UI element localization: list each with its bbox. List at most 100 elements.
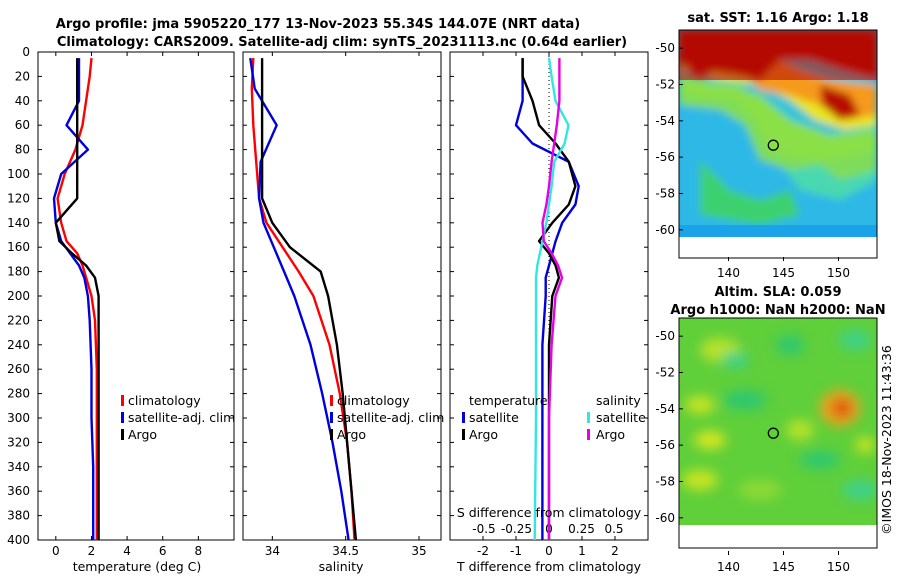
depth-tick-label: 240: [7, 338, 30, 352]
legend-label: Argo: [469, 427, 498, 442]
legend-swatch-sal-satellite: [587, 412, 590, 423]
sla-map-title-line1: Altim. SLA: 0.059: [715, 285, 842, 300]
legend-header-temperature: temperature: [469, 393, 548, 408]
series-line-temperature-satellite: [514, 58, 580, 540]
difference-s-label: S difference from climatology: [457, 505, 642, 520]
difference-series: [514, 57, 580, 540]
temperature-series: [52, 57, 100, 540]
s-tick-label: 0.5: [604, 522, 623, 536]
map-x-tick-label: 150: [827, 560, 850, 574]
s-tick-label: -0.5: [472, 522, 495, 536]
temperature-xlabel: temperature (deg C): [73, 559, 202, 574]
temperature-panel-frame: [37, 51, 235, 541]
depth-tick-label: 20: [15, 69, 30, 83]
map-y-tick-label: -56: [655, 150, 675, 164]
map-y-tick-label: -50: [655, 329, 675, 343]
depth-tick-label: 200: [7, 289, 30, 303]
depth-tick-label: 380: [7, 509, 30, 523]
depth-tick-label: 360: [7, 484, 30, 498]
legend-label: satellite-adj. clim: [337, 410, 444, 425]
depth-tick-label: 100: [7, 167, 30, 181]
legend-swatch-satellite: [330, 412, 333, 423]
legend-swatch-argo: [121, 429, 124, 440]
depth-tick-label: 120: [7, 191, 30, 205]
x-tick-label: 2: [611, 544, 619, 558]
map-x-tick-label: 145: [772, 560, 795, 574]
temperature-legend: climatology satellite-adj. clim Argo: [121, 393, 235, 442]
imos-credit: ©IMOS 18-Nov-2023 11:43:36: [879, 345, 894, 535]
difference-legend: temperature satellite Argo salinity sate…: [462, 393, 646, 442]
legend-swatch-climatology: [121, 395, 124, 406]
legend-swatch-climatology: [330, 395, 333, 406]
x-tick-label: 35: [411, 544, 426, 558]
depth-tick-label: 140: [7, 216, 30, 230]
depth-axis: 0 20 40 60 80 100 120 140 160 180 200 220 240 260 280 3…: [7, 45, 648, 547]
depth-tick-label: 160: [7, 240, 30, 254]
salinity-legend: climatology satellite-adj. clim Argo: [330, 393, 444, 442]
depth-tick-label: 180: [7, 265, 30, 279]
salinity-x-axis: 34 34.5 35: [265, 52, 427, 558]
depth-tick-label: 60: [15, 118, 30, 132]
depth-tick-label: 400: [7, 533, 30, 547]
map-y-tick-label: -58: [655, 475, 675, 489]
sla-map-title-line2: Argo h1000: NaN h2000: NaN: [670, 303, 885, 318]
legend-swatch-temp-satellite: [462, 412, 465, 423]
map-y-tick-label: -54: [655, 402, 675, 416]
map-y-tick-label: -58: [655, 187, 675, 201]
s-tick-label: -0.25: [501, 522, 532, 536]
sst-map-axes: 140 145 150 -50 -52 -54 -56 -58 -60: [655, 41, 850, 280]
legend-label: satellite: [596, 410, 646, 425]
depth-tick-label: 300: [7, 411, 30, 425]
series-line-satellite-adj-clim: [52, 58, 95, 540]
x-tick-label: 34: [265, 544, 280, 558]
x-tick-label: 0: [52, 544, 60, 558]
legend-label: Argo: [337, 427, 366, 442]
map-y-tick-label: -56: [655, 438, 675, 452]
sst-map-title: sat. SST: 1.16 Argo: 1.18: [687, 11, 868, 26]
map-y-tick-label: -54: [655, 114, 675, 128]
legend-swatch-sal-argo: [587, 429, 590, 440]
sla-map-axes: 140 145 150 -50 -52 -54 -56 -58 -60: [655, 329, 850, 574]
map-x-tick-label: 145: [772, 266, 795, 280]
figure-title-line1: Argo profile: jma 5905220_177 13-Nov-202…: [56, 17, 580, 32]
legend-header-salinity: salinity: [596, 393, 641, 408]
legend-label: climatology: [128, 393, 201, 408]
series-line-salinity-satellite: [533, 57, 570, 540]
map-y-tick-label: -52: [655, 78, 675, 92]
depth-tick-label: 340: [7, 460, 30, 474]
sst-argo-position-marker: [767, 139, 779, 151]
x-tick-label: 0: [545, 544, 553, 558]
map-x-tick-label: 140: [717, 560, 740, 574]
difference-xlabel: T difference from climatology: [456, 559, 642, 574]
depth-tick-label: 220: [7, 313, 30, 327]
sla-argo-position-marker: [767, 427, 779, 439]
series-line-argo: [260, 58, 358, 540]
depth-tick-label: 320: [7, 435, 30, 449]
legend-swatch-temp-argo: [462, 429, 465, 440]
x-tick-label: -2: [477, 544, 489, 558]
legend-label: satellite: [469, 410, 519, 425]
legend-swatch-argo: [330, 429, 333, 440]
x-tick-label: 34.5: [332, 544, 359, 558]
map-y-tick-label: -60: [655, 511, 675, 525]
x-tick-label: 1: [578, 544, 586, 558]
figure-title-line2: Climatology: CARS2009. Satellite-adj cli…: [57, 35, 627, 50]
legend-swatch-satellite: [121, 412, 124, 423]
sla-map-image: [679, 318, 877, 525]
series-line-temperature-argo: [521, 58, 577, 540]
sst-map-image: [679, 30, 877, 237]
x-tick-label: 6: [159, 544, 167, 558]
sla-map-frame: [678, 317, 878, 549]
legend-label: climatology: [337, 393, 410, 408]
map-x-tick-label: 150: [827, 266, 850, 280]
depth-tick-label: 40: [15, 94, 30, 108]
depth-tick-label: 80: [15, 143, 30, 157]
depth-tick-label: 280: [7, 387, 30, 401]
legend-label: satellite-adj. clim: [128, 410, 235, 425]
x-tick-label: 8: [195, 544, 203, 558]
series-line-argo: [54, 58, 100, 540]
x-tick-label: -1: [510, 544, 522, 558]
map-x-tick-label: 140: [717, 266, 740, 280]
depth-tick-label: 260: [7, 362, 30, 376]
depth-tick-label: 0: [22, 45, 30, 59]
